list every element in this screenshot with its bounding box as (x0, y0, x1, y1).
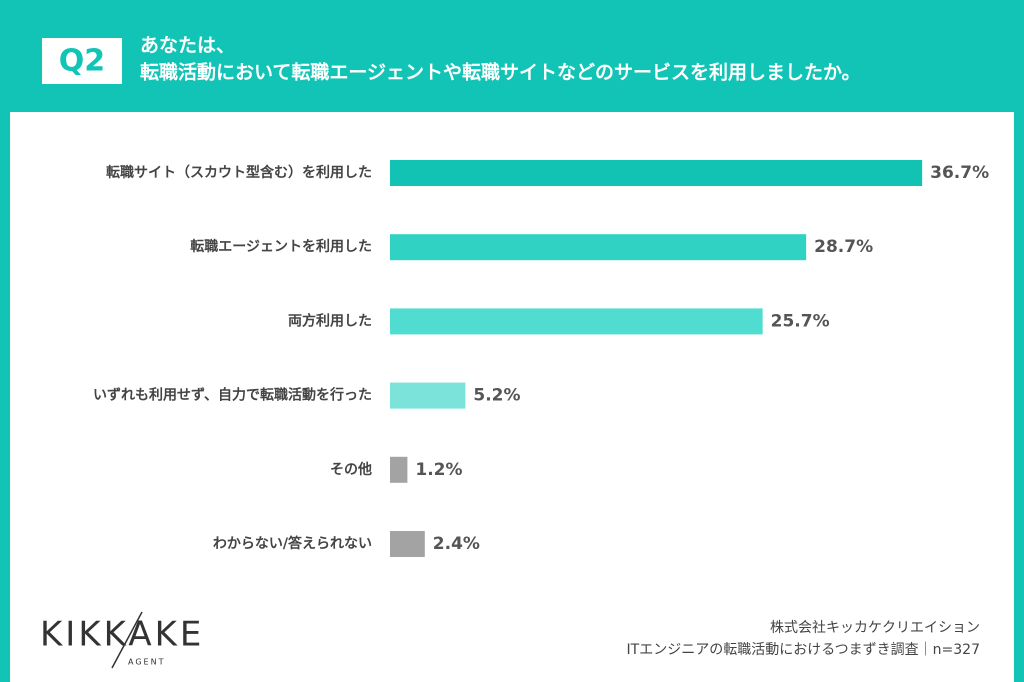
value-label: 28.7% (814, 237, 873, 257)
category-label: いずれも利用せず、自力で転職活動を行った (93, 387, 372, 404)
category-label: 転職エージェントを利用した (190, 238, 372, 255)
logo: KIKKAKE (40, 615, 204, 655)
category-label: わからない/答えられない (213, 535, 372, 552)
category-label: 両方利用した (288, 312, 372, 329)
chart-title: 転職活動において転職エージェントや転職サイトなどのサービスを利用しましたか。 (140, 61, 861, 84)
question-badge (42, 38, 122, 84)
question-label: Q2 (59, 44, 105, 79)
value-label: 5.2% (473, 386, 520, 406)
chart-title: あなたは、 (140, 35, 235, 57)
source: ITエンジニアの転職活動におけるつまずき調査｜n=327 (627, 642, 980, 658)
bar (390, 160, 923, 186)
bar (390, 308, 763, 335)
value-label: 2.4% (433, 534, 480, 554)
category-label: 転職サイト（スカウト型含む）を利用した (106, 164, 372, 181)
category-label: その他 (330, 461, 372, 478)
logo-sub: AGENT (128, 658, 165, 667)
value-label: 25.7% (771, 311, 830, 331)
value-label: 1.2% (415, 460, 462, 480)
bar (390, 234, 807, 261)
logo-slash (111, 611, 143, 669)
panel (10, 112, 1014, 682)
value-label: 36.7% (930, 163, 989, 183)
bar (390, 531, 425, 557)
source: 株式会社キッカケクリエイション (770, 620, 980, 636)
bar (390, 456, 408, 483)
bar (390, 382, 466, 409)
